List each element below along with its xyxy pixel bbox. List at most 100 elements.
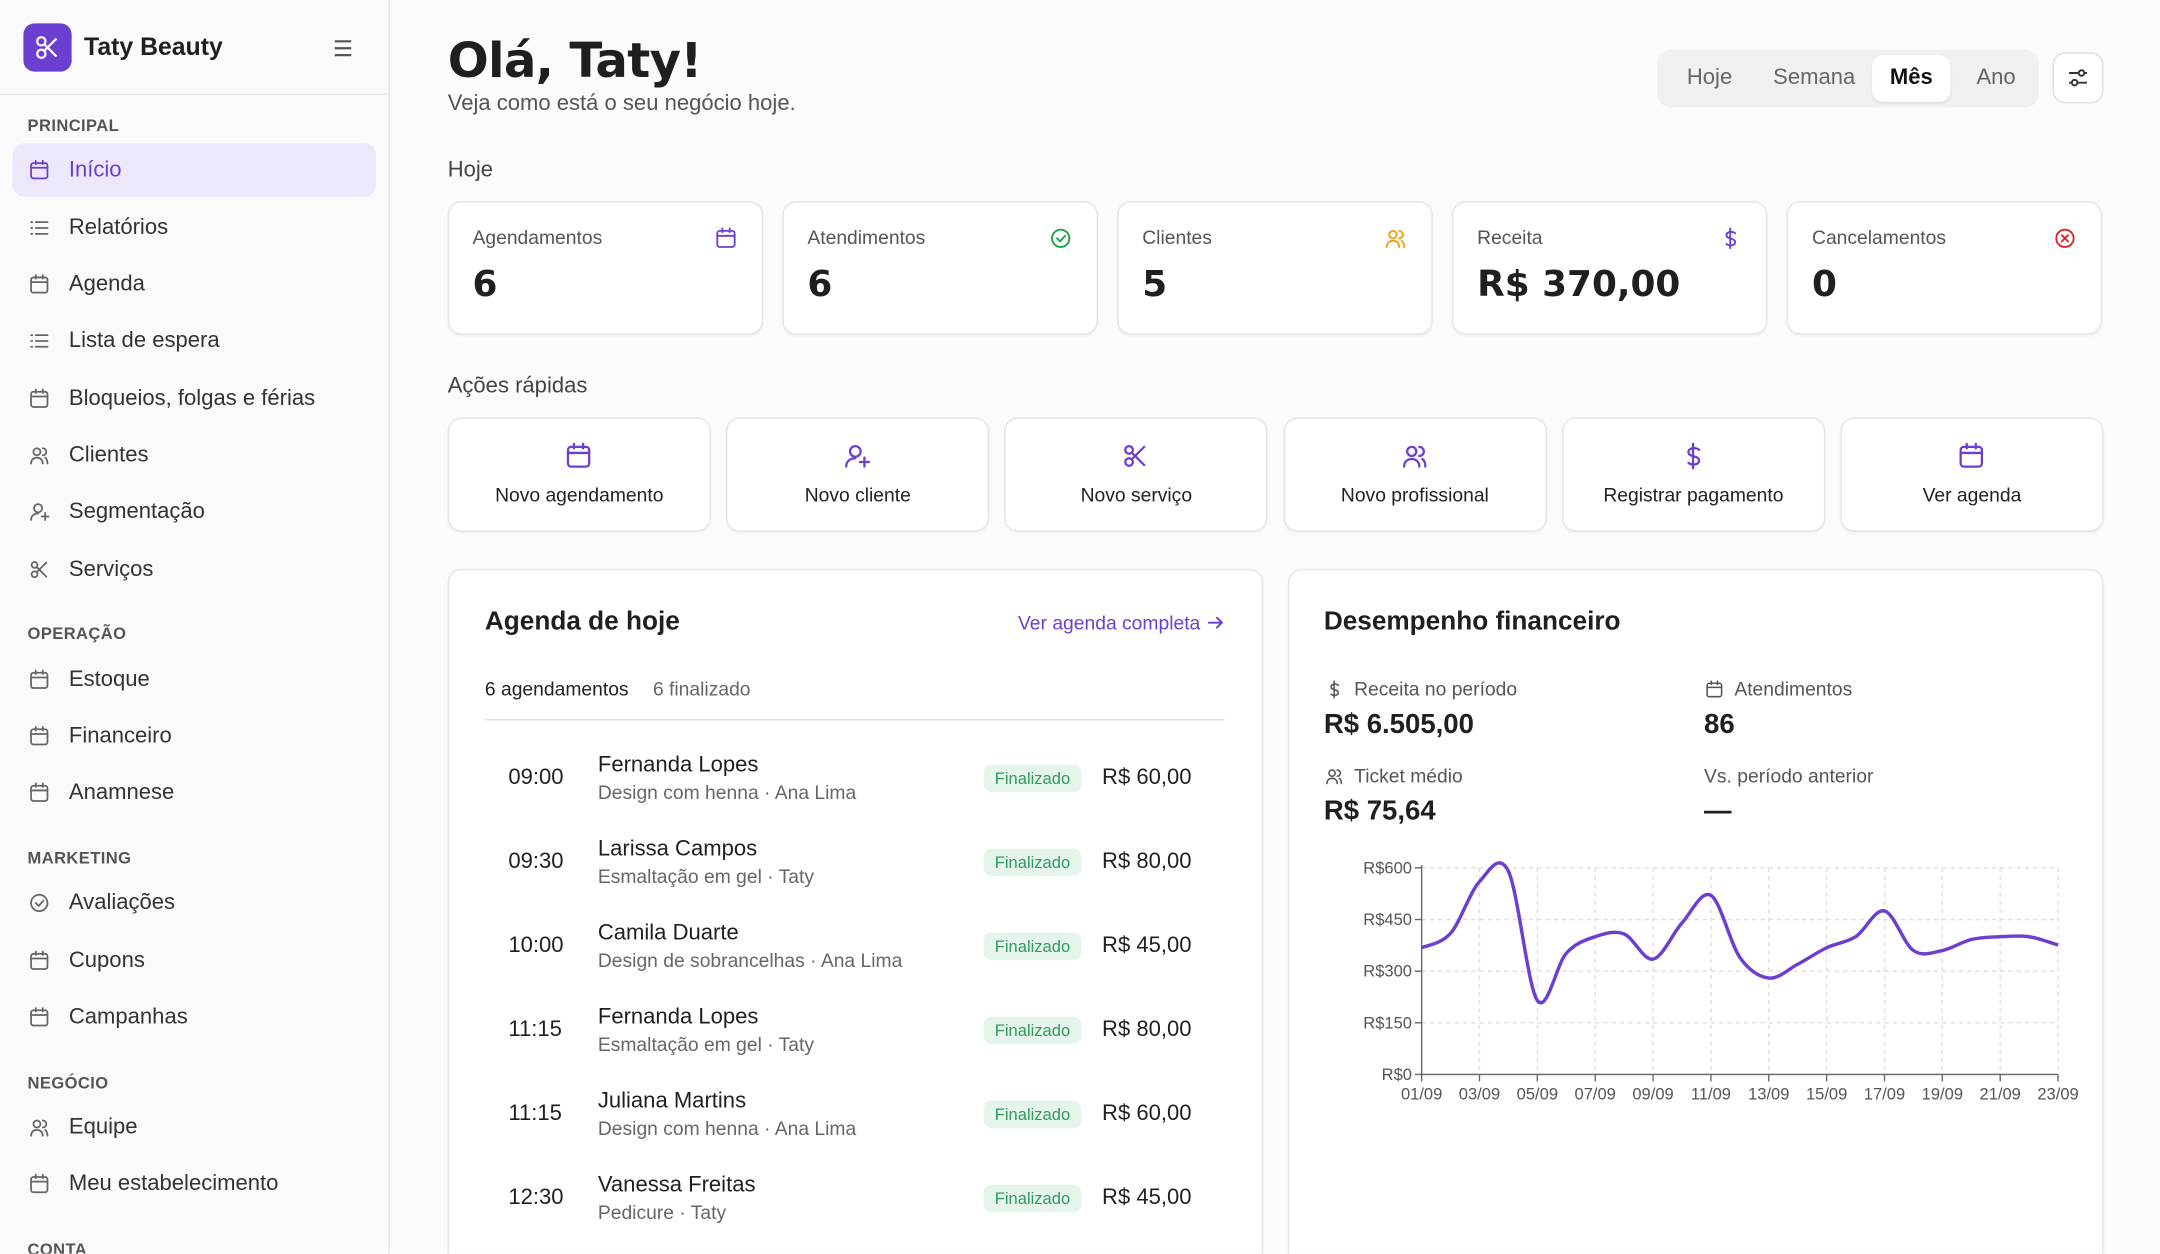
sidebar-item-label: Bloqueios, folgas e férias xyxy=(68,386,316,410)
sidebar-item[interactable] xyxy=(12,990,376,1044)
appointment-time: 11:15 xyxy=(508,1102,562,1126)
period-option[interactable]: Semana xyxy=(1773,66,1856,90)
y-tick-label: R$300 xyxy=(1363,962,1412,981)
icon xyxy=(30,782,49,803)
stat-label: Atendimentos xyxy=(807,225,926,248)
icon xyxy=(1124,444,1146,467)
action-label: Novo profissional xyxy=(1340,483,1489,506)
period-option[interactable]: Mês xyxy=(1872,55,1951,102)
stat-label: Cancelamentos xyxy=(1812,225,1947,248)
status-badge: Finalizado xyxy=(983,1184,1082,1213)
logo-icon xyxy=(36,36,58,59)
icon xyxy=(1402,445,1426,468)
sidebar-item[interactable] xyxy=(12,428,376,482)
service-detail: Pedicure · Taty xyxy=(597,1201,727,1224)
stat-card xyxy=(1117,201,1433,335)
agenda-link-text: Ver agenda completa xyxy=(1018,611,1201,634)
agenda-divider xyxy=(484,719,1225,721)
sidebar-item[interactable] xyxy=(12,542,376,596)
icon xyxy=(30,669,49,689)
appointment-price: R$ 60,00 xyxy=(1102,1102,1192,1126)
agenda-card xyxy=(447,568,1264,1254)
stat-label: Clientes xyxy=(1142,225,1212,248)
action-label: Registrar pagamento xyxy=(1603,483,1784,506)
sidebar-item-label: Avaliações xyxy=(68,891,176,916)
icon xyxy=(2055,228,2076,248)
x-tick-label: 23/09 xyxy=(2037,1084,2078,1103)
agenda-link[interactable]: Ver agenda completa xyxy=(1018,612,1228,635)
y-tick-label: R$150 xyxy=(1363,1013,1412,1032)
menu-toggle[interactable] xyxy=(331,36,356,61)
action-button[interactable] xyxy=(1840,417,2104,532)
service-detail: Design com henna · Ana Lima xyxy=(597,781,857,804)
icon xyxy=(30,1174,49,1194)
y-tick-label: R$450 xyxy=(1363,910,1412,929)
revenue-chart: R$0 R$150 R$300 R$450 R$600 01/09 03/09 05/09 07… xyxy=(1363,858,2078,1103)
icon xyxy=(30,220,49,235)
stat-value: 86 xyxy=(1704,709,1735,740)
action-button[interactable] xyxy=(726,417,990,532)
sidebar-item-label: Anamnese xyxy=(68,781,175,805)
agenda-tab[interactable]: 6 finalizado xyxy=(652,677,751,700)
sidebar-item[interactable] xyxy=(12,877,376,931)
sidebar-item[interactable] xyxy=(12,933,376,987)
action-label: Novo serviço xyxy=(1080,483,1193,506)
section-title: Ações rápidas xyxy=(447,374,588,399)
sidebar-item[interactable] xyxy=(12,1101,376,1155)
period-option[interactable]: Hoje xyxy=(1686,66,1733,90)
appointment-price: R$ 80,00 xyxy=(1102,1018,1192,1042)
sidebar-item-label: Agenda xyxy=(68,272,145,297)
status-badge: Finalizado xyxy=(983,932,1082,961)
icon xyxy=(716,227,736,248)
stat-card xyxy=(782,201,1099,335)
stat-value: 6 xyxy=(807,264,833,306)
x-tick-label: 21/09 xyxy=(1980,1084,2021,1103)
x-tick-label: 13/09 xyxy=(1748,1084,1789,1103)
x-tick-label: 03/09 xyxy=(1459,1084,1500,1103)
icon xyxy=(30,894,49,913)
sidebar-group-title: CONTA xyxy=(27,1239,88,1254)
icon xyxy=(566,442,591,468)
stat-value: R$ 75,64 xyxy=(1323,796,1436,827)
icon xyxy=(30,447,49,465)
stat-value: R$ 6.505,00 xyxy=(1323,709,1474,740)
menu-icon xyxy=(334,40,352,57)
appointment-time: 09:30 xyxy=(508,849,564,874)
service-detail: Esmaltação em gel · Taty xyxy=(597,1033,815,1056)
sidebar-item[interactable] xyxy=(12,652,376,706)
sidebar-item[interactable] xyxy=(12,709,376,763)
x-tick-label: 19/09 xyxy=(1922,1084,1963,1103)
agenda-tab[interactable]: 6 agendamentos xyxy=(484,677,629,700)
x-tick-label: 17/09 xyxy=(1864,1084,1905,1103)
status-badge: Finalizado xyxy=(983,1016,1082,1045)
icon xyxy=(30,274,49,294)
icon xyxy=(1706,680,1723,698)
action-button[interactable] xyxy=(1561,417,1825,532)
icon xyxy=(30,334,49,349)
service-detail: Design de sobrancelhas · Ana Lima xyxy=(597,949,903,972)
sidebar-group-title: PRINCIPAL xyxy=(27,115,120,135)
x-tick-label: 15/09 xyxy=(1806,1084,1847,1103)
action-button[interactable] xyxy=(1283,417,1547,532)
action-button[interactable] xyxy=(447,417,711,532)
sidebar-item[interactable] xyxy=(12,766,376,820)
stat-value: — xyxy=(1704,796,1732,827)
sidebar-item-label: Segmentação xyxy=(68,500,205,524)
period-option[interactable]: Ano xyxy=(1976,66,2016,90)
x-tick-label: 07/09 xyxy=(1575,1084,1616,1103)
icon xyxy=(30,160,49,180)
appointment-time: 09:00 xyxy=(508,765,564,790)
section-title: Hoje xyxy=(447,158,494,182)
sidebar-item[interactable] xyxy=(12,201,376,255)
filter-icon xyxy=(2069,69,2087,87)
icon xyxy=(845,444,871,468)
sidebar-item[interactable] xyxy=(12,258,376,312)
action-button[interactable] xyxy=(1004,417,1268,532)
filter-button[interactable] xyxy=(2052,52,2104,104)
icon xyxy=(1959,442,1984,468)
sidebar-item[interactable] xyxy=(12,143,377,198)
appointment-time: 12:30 xyxy=(508,1186,564,1210)
stat-label: Receita no período xyxy=(1354,677,1518,700)
